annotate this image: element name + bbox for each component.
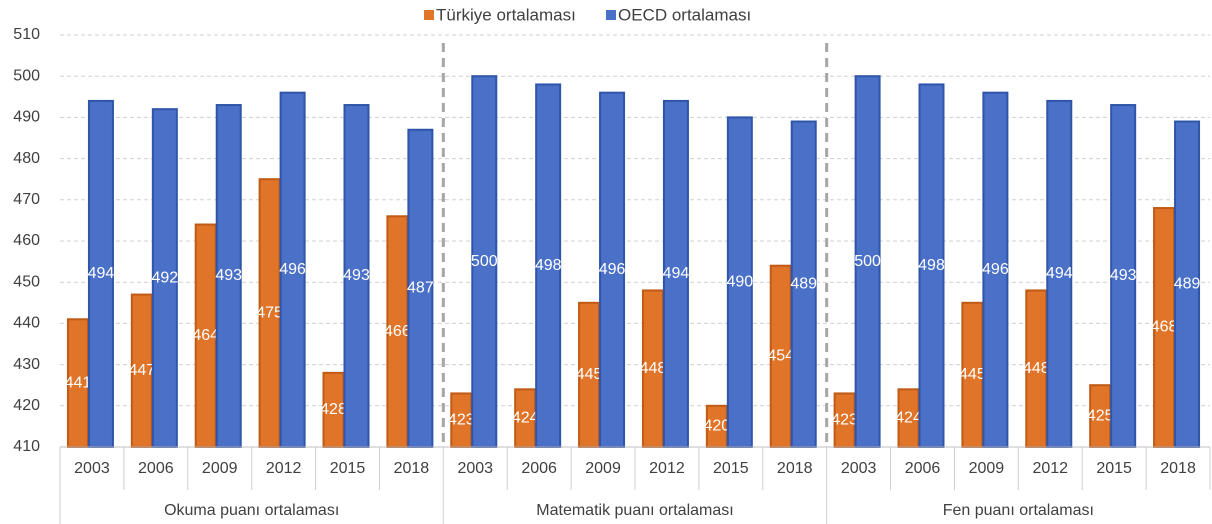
x-tick-label: 2006 bbox=[905, 460, 941, 477]
bar bbox=[343, 104, 370, 448]
legend-swatch bbox=[606, 10, 616, 20]
value-label: 454 bbox=[767, 348, 794, 365]
value-label: 492 bbox=[151, 269, 178, 286]
bar bbox=[215, 104, 242, 448]
value-label: 468 bbox=[1151, 319, 1178, 336]
y-tick-label: 420 bbox=[13, 397, 40, 414]
value-label: 489 bbox=[790, 275, 817, 292]
y-tick-label: 410 bbox=[13, 438, 40, 455]
value-label: 493 bbox=[1110, 267, 1137, 284]
legend-swatch bbox=[424, 10, 434, 20]
x-tick-label: 2003 bbox=[457, 460, 493, 477]
value-label: 475 bbox=[256, 304, 283, 321]
x-tick-label: 2012 bbox=[649, 460, 685, 477]
y-tick-label: 450 bbox=[13, 273, 40, 290]
value-label: 448 bbox=[1023, 360, 1050, 377]
value-label: 441 bbox=[65, 374, 92, 391]
x-tick-label: 2018 bbox=[1160, 460, 1196, 477]
value-label: 445 bbox=[576, 366, 603, 383]
bar bbox=[982, 91, 1009, 449]
x-tick-label: 2015 bbox=[713, 460, 749, 477]
bar bbox=[918, 83, 945, 448]
value-label: 498 bbox=[535, 257, 562, 274]
y-tick-label: 480 bbox=[13, 150, 40, 167]
bar bbox=[790, 120, 817, 449]
group-label: Matematik puanı ortalaması bbox=[536, 502, 733, 519]
y-tick-label: 510 bbox=[13, 26, 40, 43]
value-label: 489 bbox=[1174, 275, 1201, 292]
y-tick-label: 430 bbox=[13, 356, 40, 373]
value-label: 445 bbox=[959, 366, 986, 383]
value-label: 500 bbox=[471, 253, 498, 270]
y-tick-label: 500 bbox=[13, 67, 40, 84]
x-tick-label: 2015 bbox=[330, 460, 366, 477]
value-label: 448 bbox=[640, 360, 667, 377]
y-tick-label: 460 bbox=[13, 232, 40, 249]
value-label: 424 bbox=[895, 409, 922, 426]
bar bbox=[854, 75, 881, 448]
value-label: 493 bbox=[215, 267, 242, 284]
value-label: 500 bbox=[854, 253, 881, 270]
value-label: 496 bbox=[982, 261, 1009, 278]
value-label: 423 bbox=[448, 411, 475, 428]
group-label: Okuma puanı ortalaması bbox=[164, 502, 339, 519]
value-label: 494 bbox=[1046, 265, 1073, 282]
bar bbox=[535, 83, 562, 448]
x-tick-label: 2006 bbox=[521, 460, 557, 477]
value-label: 424 bbox=[512, 409, 539, 426]
value-label: 494 bbox=[663, 265, 690, 282]
value-label: 494 bbox=[88, 265, 115, 282]
value-label: 423 bbox=[831, 411, 858, 428]
group-label: Fen puanı ortalaması bbox=[943, 502, 1094, 519]
x-tick-label: 2006 bbox=[138, 460, 174, 477]
value-label: 425 bbox=[1087, 407, 1114, 424]
legend-label: OECD ortalaması bbox=[618, 5, 751, 24]
value-label: 493 bbox=[343, 267, 370, 284]
x-tick-label: 2018 bbox=[394, 460, 430, 477]
y-tick-label: 440 bbox=[13, 315, 40, 332]
bar bbox=[1174, 120, 1201, 449]
value-label: 464 bbox=[192, 327, 219, 344]
value-label: 490 bbox=[726, 273, 753, 290]
value-label: 487 bbox=[407, 280, 434, 297]
value-label: 498 bbox=[918, 257, 945, 274]
y-tick-label: 470 bbox=[13, 191, 40, 208]
x-tick-label: 2003 bbox=[841, 460, 877, 477]
value-label: 428 bbox=[320, 401, 347, 418]
x-tick-label: 2009 bbox=[202, 460, 238, 477]
bar bbox=[662, 99, 689, 448]
legend-label: Türkiye ortalaması bbox=[436, 5, 576, 24]
bar bbox=[1046, 99, 1073, 448]
x-tick-label: 2012 bbox=[1032, 460, 1068, 477]
y-tick-label: 490 bbox=[13, 109, 40, 126]
x-tick-label: 2003 bbox=[74, 460, 110, 477]
value-label: 447 bbox=[128, 362, 155, 379]
x-tick-label: 2018 bbox=[777, 460, 813, 477]
value-label: 496 bbox=[279, 261, 306, 278]
x-tick-label: 2012 bbox=[266, 460, 302, 477]
x-tick-label: 2015 bbox=[1096, 460, 1132, 477]
bar bbox=[87, 99, 114, 448]
value-label: 420 bbox=[703, 418, 730, 435]
bar bbox=[279, 91, 306, 449]
bar bbox=[471, 75, 498, 448]
value-label: 466 bbox=[384, 323, 411, 340]
x-tick-label: 2009 bbox=[969, 460, 1005, 477]
value-label: 496 bbox=[599, 261, 626, 278]
x-tick-label: 2009 bbox=[585, 460, 621, 477]
bar bbox=[599, 91, 626, 449]
